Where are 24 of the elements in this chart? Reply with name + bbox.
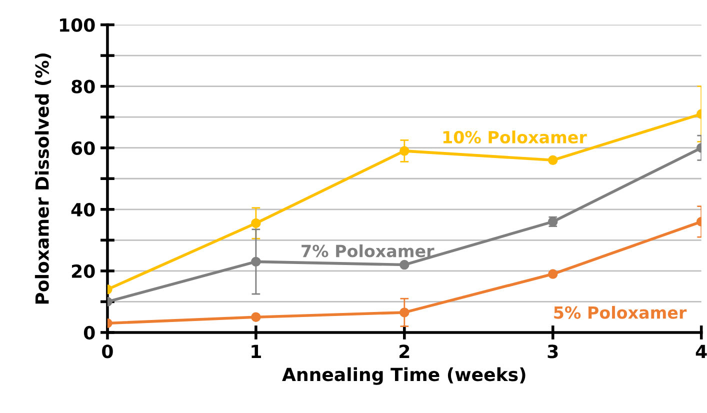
x-axis-title: Annealing Time (weeks) — [282, 367, 526, 385]
y-tick-label: 60 — [72, 141, 95, 155]
series-label: 10% Poloxamer — [443, 130, 587, 144]
x-tick-label: 4 — [696, 344, 707, 358]
point — [400, 146, 410, 156]
series-label: 7% Poloxamer — [302, 244, 434, 258]
x-tick-label: 1 — [252, 344, 261, 358]
y-tick-label: 80 — [72, 80, 95, 94]
y-axis-title: Poloxamer Dissolved (%) — [34, 53, 52, 304]
y-tick-label: 20 — [72, 264, 95, 278]
y-tick-label: 100 — [60, 18, 95, 32]
y-tick-label: 0 — [84, 326, 95, 340]
y-tick-label: 40 — [71, 202, 95, 217]
x-tick-label: 0 — [102, 344, 113, 358]
series-label: 5% Poloxamer — [554, 306, 687, 319]
point — [400, 260, 410, 270]
point — [251, 256, 261, 267]
point — [548, 155, 558, 166]
point — [400, 308, 410, 318]
x-tick-label: 3 — [548, 344, 558, 358]
point — [548, 269, 558, 279]
x-tick-label: 2 — [400, 344, 410, 358]
point — [251, 218, 261, 228]
point — [251, 312, 261, 322]
